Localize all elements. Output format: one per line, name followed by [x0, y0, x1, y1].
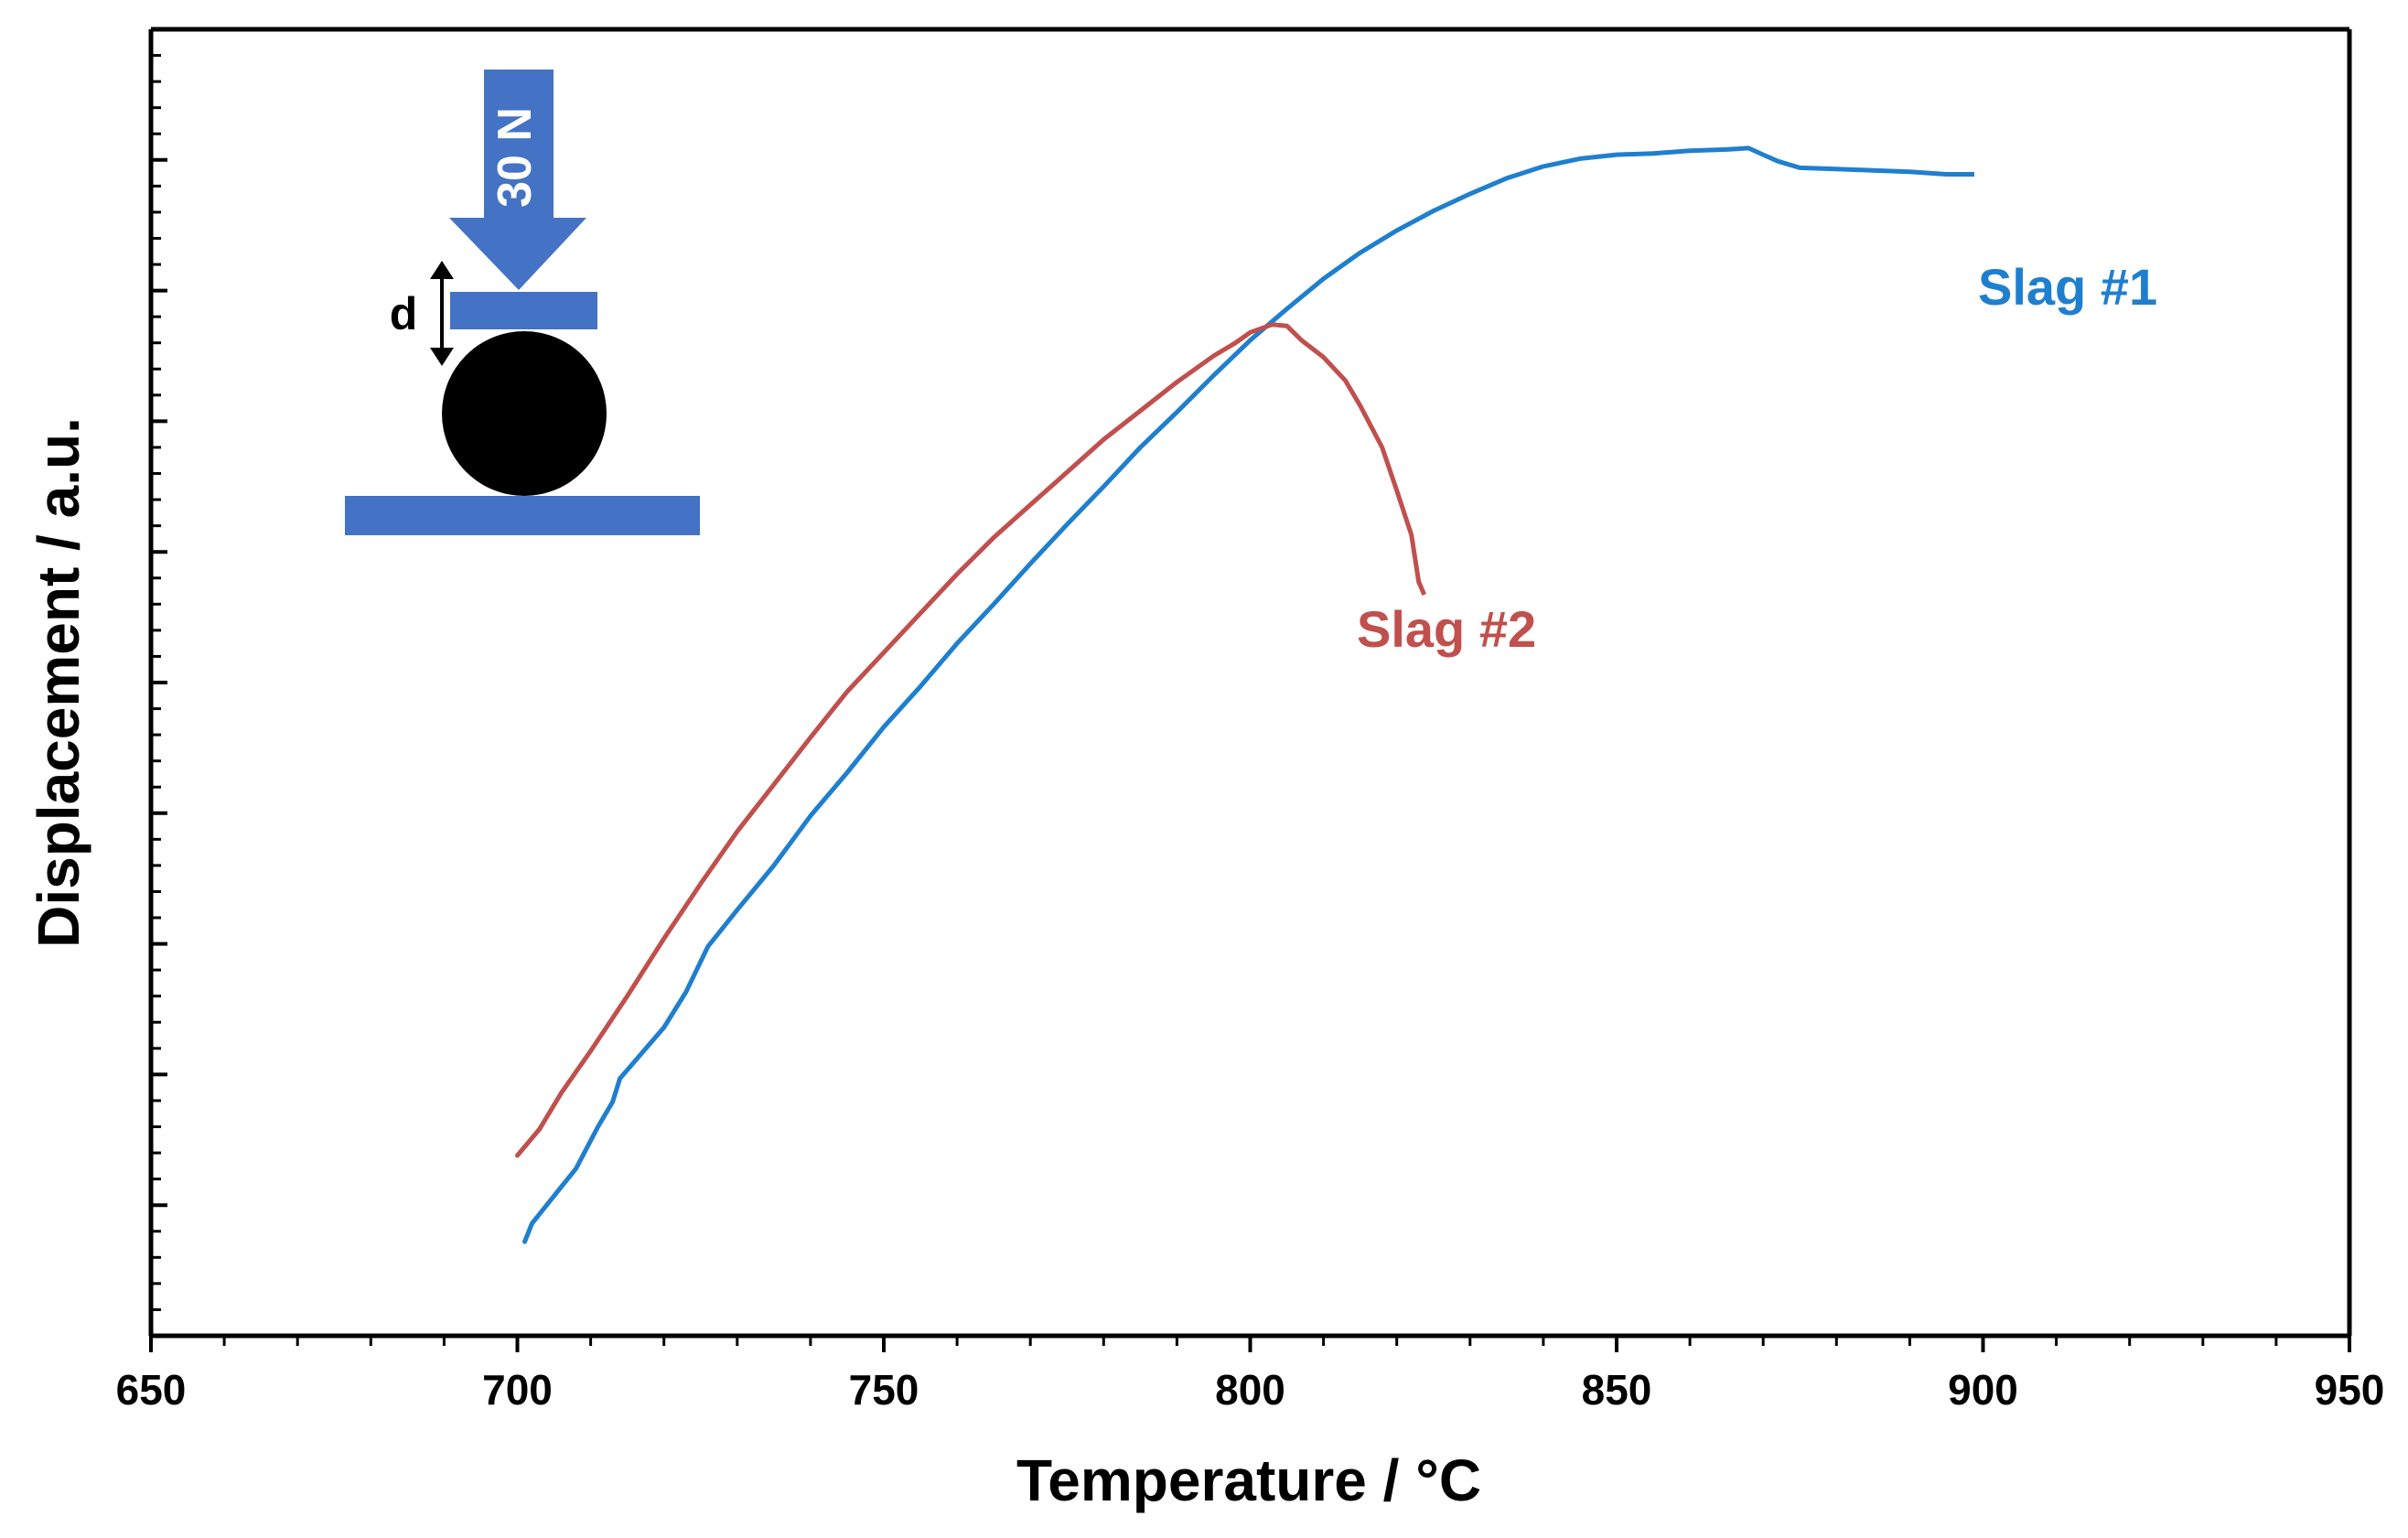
- x-tick-labels: 650 700 750 800 850 900 950: [116, 1366, 2385, 1414]
- x-tick-label: 700: [482, 1366, 553, 1414]
- load-schematic: 30 N d: [345, 70, 700, 535]
- x-tick-label: 800: [1215, 1366, 1285, 1414]
- x-axis-title: Temperature / °C: [1016, 1447, 1481, 1513]
- x-tick-label: 900: [1948, 1366, 2018, 1414]
- x-tick-label: 750: [849, 1366, 919, 1414]
- slag-2-label: Slag #2: [1357, 600, 1536, 658]
- series-line-slag-2: [515, 322, 1422, 1158]
- y-ticks: [151, 27, 167, 1338]
- x-tick-label: 650: [116, 1366, 187, 1414]
- sample-sphere: [442, 331, 607, 496]
- force-arrow-icon: [449, 70, 586, 290]
- series-line-slag-1: [522, 145, 1971, 1244]
- slag-1-label: Slag #1: [1978, 258, 2157, 316]
- y-axis-title: Displacement / a.u.: [26, 417, 91, 948]
- x-ticks: [149, 1336, 2351, 1352]
- series-lines: [515, 145, 1974, 1244]
- x-tick-label: 850: [1582, 1366, 1652, 1414]
- x-tick-label: 950: [2315, 1366, 2385, 1414]
- distance-label: d: [390, 288, 418, 339]
- distance-arrow-icon: [430, 261, 454, 366]
- slag-2-leader-line: [1416, 581, 1427, 596]
- bottom-plate: [345, 496, 700, 535]
- top-plate: [450, 292, 597, 329]
- force-label: 30 N: [489, 107, 542, 208]
